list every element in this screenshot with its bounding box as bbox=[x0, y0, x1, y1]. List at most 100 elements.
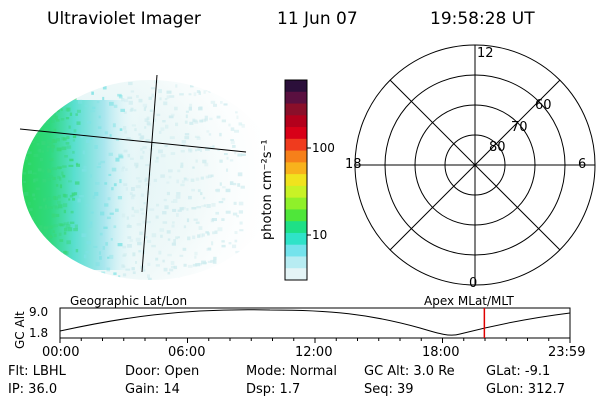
image-pixel bbox=[202, 159, 207, 164]
image-pixel bbox=[38, 206, 43, 209]
image-pixel bbox=[57, 110, 60, 113]
status-dsp: Dsp: 1.7 bbox=[246, 382, 301, 397]
image-pixel bbox=[221, 197, 226, 201]
colorbar-swatch bbox=[285, 185, 307, 199]
image-pixel bbox=[145, 139, 150, 143]
image-pixel bbox=[43, 207, 49, 210]
image-pixel bbox=[32, 140, 35, 144]
image-pixel bbox=[98, 115, 101, 119]
image-pixel bbox=[195, 149, 198, 152]
image-pixel bbox=[90, 211, 94, 214]
status-filter: Flt: LBHL bbox=[8, 364, 66, 379]
image-pixel bbox=[23, 180, 26, 183]
status-gain: Gain: 14 bbox=[125, 382, 180, 397]
image-pixel bbox=[113, 225, 117, 229]
image-pixel bbox=[51, 213, 56, 218]
image-pixel bbox=[180, 183, 185, 187]
image-pixel bbox=[57, 194, 61, 199]
image-pixel bbox=[158, 130, 162, 134]
ring-label-70: 70 bbox=[511, 120, 528, 135]
image-pixel bbox=[46, 140, 51, 144]
image-pixel bbox=[64, 194, 68, 198]
image-pixel bbox=[197, 234, 201, 238]
image-pixel bbox=[52, 230, 55, 233]
image-pixel bbox=[113, 183, 117, 187]
image-pixel bbox=[33, 153, 39, 158]
image-pixel bbox=[137, 241, 142, 246]
image-pixel bbox=[167, 253, 172, 257]
image-pixel bbox=[155, 264, 160, 267]
image-pixel bbox=[67, 221, 70, 225]
image-pixel bbox=[124, 130, 128, 134]
image-pixel bbox=[48, 225, 54, 229]
image-pixel bbox=[142, 146, 147, 149]
image-pixel bbox=[164, 145, 168, 148]
image-pixel bbox=[216, 115, 221, 119]
colorbar-swatch bbox=[285, 162, 307, 175]
image-pixel bbox=[220, 101, 223, 104]
image-pixel bbox=[50, 120, 55, 123]
image-pixel bbox=[127, 96, 133, 100]
image-pixel bbox=[212, 218, 217, 222]
image-pixel bbox=[82, 150, 86, 155]
image-pixel bbox=[163, 198, 167, 202]
colorbar-swatch bbox=[285, 115, 307, 128]
image-pixel bbox=[28, 162, 32, 166]
colorbar-tick-100: 100 bbox=[312, 141, 335, 155]
image-pixel bbox=[33, 178, 36, 183]
colorbar-swatch bbox=[285, 244, 307, 257]
image-pixel bbox=[176, 179, 179, 184]
image-pixel bbox=[201, 205, 206, 208]
image-pixel bbox=[130, 157, 134, 160]
ytick-1-8: 1.8 bbox=[29, 326, 49, 340]
image-pixel bbox=[230, 140, 235, 145]
ring-label-80: 80 bbox=[489, 140, 506, 155]
image-pixel bbox=[43, 198, 46, 202]
status-glat: GLat: -9.1 bbox=[486, 364, 551, 379]
image-pixel bbox=[233, 201, 237, 205]
image-pixel bbox=[123, 126, 127, 130]
image-pixel bbox=[115, 157, 120, 162]
image-pixel bbox=[183, 225, 187, 229]
image-pixel bbox=[36, 142, 40, 146]
image-pixel bbox=[81, 169, 87, 172]
image-pixel bbox=[102, 96, 105, 101]
image-pixel bbox=[116, 138, 120, 141]
geographic-title: Geographic Lat/Lon bbox=[70, 294, 188, 308]
image-pixel bbox=[106, 216, 111, 220]
image-pixel bbox=[129, 239, 133, 242]
image-pixel bbox=[192, 235, 196, 240]
image-pixel bbox=[131, 194, 136, 197]
image-pixel bbox=[176, 213, 179, 217]
image-pixel bbox=[221, 240, 225, 243]
image-pixel bbox=[210, 100, 216, 104]
image-pixel bbox=[113, 272, 117, 275]
image-pixel bbox=[144, 118, 149, 122]
image-pixel bbox=[91, 91, 94, 95]
colorbar-swatch bbox=[285, 174, 307, 187]
image-pixel bbox=[171, 200, 174, 203]
image-pixel bbox=[64, 250, 67, 255]
image-pixel bbox=[239, 221, 243, 225]
image-pixel bbox=[236, 115, 239, 120]
image-pixel bbox=[152, 143, 155, 147]
image-pixel bbox=[184, 136, 190, 140]
image-pixel bbox=[48, 142, 54, 146]
image-pixel bbox=[133, 209, 139, 214]
earth-disk-image bbox=[22, 80, 260, 280]
image-pixel bbox=[46, 149, 49, 152]
image-pixel bbox=[90, 110, 96, 113]
image-pixel bbox=[177, 169, 181, 173]
image-pixel bbox=[171, 224, 175, 228]
image-pixel bbox=[181, 140, 187, 144]
image-pixel bbox=[221, 244, 226, 248]
image-pixel bbox=[72, 139, 76, 142]
image-pixel bbox=[46, 145, 51, 149]
image-pixel bbox=[111, 187, 114, 191]
image-pixel bbox=[88, 224, 93, 228]
image-pixel bbox=[100, 160, 106, 164]
image-pixel bbox=[233, 182, 237, 186]
image-pixel bbox=[179, 93, 184, 96]
image-pixel bbox=[160, 154, 166, 158]
image-pixel bbox=[62, 193, 66, 198]
